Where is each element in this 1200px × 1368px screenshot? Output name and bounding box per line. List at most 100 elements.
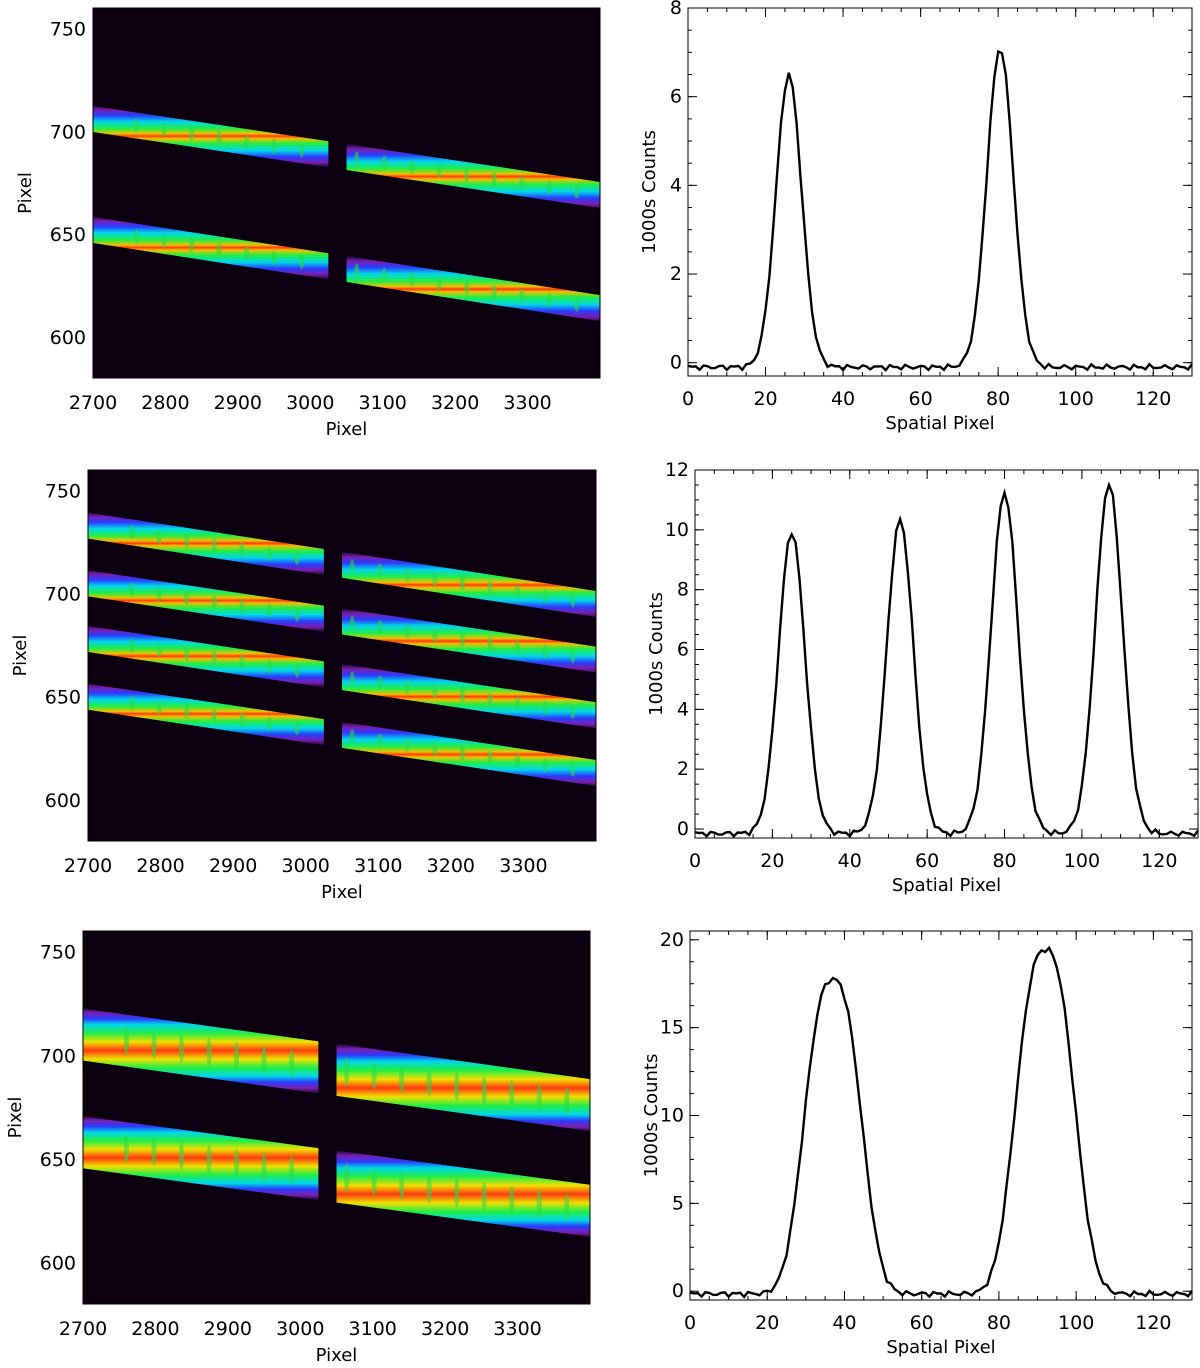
profile-plot-2: 0 2 4 6 8 10 12 0 20 40 60 80 100 120 Spatial Pixel 100… — [620, 459, 1200, 905]
y-tick-label: 8 — [670, 0, 682, 19]
trace-bead — [161, 122, 167, 137]
trace-bead — [266, 546, 272, 561]
x-tick-label: 3000 — [276, 1318, 324, 1340]
trace-bead — [509, 1185, 515, 1215]
trace-bead — [349, 671, 355, 686]
trace-bead — [404, 679, 410, 695]
trace-bead — [289, 1049, 295, 1078]
spectral-image-2: 2700 2800 2900 3000 3100 3200 3300 600 650 700 750… — [0, 460, 610, 905]
trace-bead — [266, 716, 272, 732]
trace-bead — [216, 242, 222, 257]
trace-bead — [211, 595, 217, 610]
plot-frame — [694, 469, 1199, 839]
trace-bead — [129, 525, 135, 540]
trace-bead — [377, 620, 383, 635]
y-axis-label: Pixel — [15, 172, 36, 214]
trace-bead — [211, 537, 217, 553]
trace-bead — [211, 650, 217, 666]
trace-bead — [189, 126, 195, 141]
trace-bead — [184, 704, 190, 719]
trace-bead — [354, 151, 360, 166]
trace-bead — [129, 696, 135, 711]
trace-bead — [491, 284, 497, 299]
trace-bead — [184, 591, 190, 606]
x-tick-label: 3200 — [431, 392, 479, 414]
y-tick-label: 700 — [50, 121, 86, 143]
trace-bead — [234, 1148, 240, 1178]
spectral-image-svg: 2700 2800 2900 3000 3100 3200 3300 600 650 700 750… — [15, 7, 601, 440]
spectral-trace — [88, 683, 324, 746]
trace-bead — [299, 254, 305, 270]
x-axis-label: Spatial Pixel — [886, 1337, 995, 1358]
spectral-trace — [342, 551, 596, 617]
trace-bead — [542, 588, 548, 604]
profile-line — [687, 49, 1193, 372]
spectral-image-1: 2700 2800 2900 3000 3100 3200 3300 600 650 700 750… — [0, 0, 610, 445]
trace-bead — [294, 663, 300, 678]
trace-bead — [519, 288, 525, 304]
trace-bead — [344, 1163, 350, 1193]
trace-bead — [349, 559, 355, 574]
x-tick-label: 3000 — [286, 392, 334, 414]
trace-bead — [487, 636, 493, 651]
image-frame — [82, 930, 591, 1305]
x-tick-label: 40 — [831, 388, 855, 410]
trace-bead — [542, 644, 548, 660]
trace-bead — [189, 238, 195, 253]
x-tick-label: 100 — [1058, 1312, 1094, 1334]
trace-bead — [459, 576, 465, 591]
trace-bead — [491, 172, 497, 187]
trace-bead — [436, 163, 442, 179]
trace-bead — [487, 692, 493, 707]
spectral-trace — [88, 512, 324, 576]
trace-bead — [464, 280, 470, 295]
trace-bead — [371, 1060, 377, 1090]
trace-bead — [239, 712, 245, 727]
y-axis-label: 1000s Counts — [641, 1054, 662, 1178]
trace-bead — [481, 1182, 487, 1211]
x-axis-label: Pixel — [321, 882, 363, 903]
x-tick-label: 40 — [838, 850, 862, 872]
trace-bead — [354, 263, 360, 278]
trace-bead — [399, 1171, 405, 1200]
spectral-trace — [336, 1043, 590, 1132]
trace-bead — [454, 1072, 460, 1101]
profile-plot-svg: 0 5 10 15 20 0 20 40 60 80 100 120 Spatial Pixel 1000… — [641, 929, 1193, 1358]
y-tick-label: 4 — [677, 698, 689, 720]
spectral-trace — [336, 1150, 590, 1237]
spectral-trace — [83, 1116, 319, 1201]
plot-frame — [689, 930, 1193, 1301]
trace-bead — [261, 1152, 267, 1182]
trace-bead — [464, 167, 470, 183]
trace-bead — [459, 688, 465, 703]
trace-bead — [546, 180, 552, 195]
y-tick-label: 6 — [670, 86, 682, 108]
x-tick-label: 2900 — [204, 1318, 252, 1340]
x-tick-label: 60 — [909, 388, 933, 410]
x-tick-label: 2700 — [59, 1318, 107, 1340]
trace-bead — [570, 704, 576, 719]
spectral-trace — [342, 608, 596, 673]
trace-bead — [399, 1064, 405, 1094]
trace-bead — [151, 1030, 157, 1059]
x-tick-label: 20 — [760, 850, 784, 872]
trace-bead — [570, 593, 576, 608]
trace-bead — [179, 1141, 185, 1170]
profile-plot-1: 0 2 4 6 8 0 20 40 60 80 100 120 Spatial Pixel 1000s C… — [620, 0, 1200, 445]
trace-bead — [426, 1068, 432, 1098]
x-tick-label: 3300 — [493, 1318, 541, 1340]
x-tick-label: 100 — [1058, 388, 1094, 410]
x-tick-label: 3100 — [349, 1318, 397, 1340]
x-axis-label: Pixel — [316, 1345, 358, 1364]
trace-bead — [377, 675, 383, 690]
trace-bead — [349, 729, 355, 744]
trace-bead — [156, 700, 162, 715]
y-tick-label: 0 — [672, 1280, 684, 1302]
trace-bead — [271, 250, 277, 266]
trace-bead — [459, 632, 465, 647]
y-tick-label: 750 — [45, 481, 81, 503]
trace-bead — [216, 130, 222, 146]
trace-bead — [570, 648, 576, 664]
